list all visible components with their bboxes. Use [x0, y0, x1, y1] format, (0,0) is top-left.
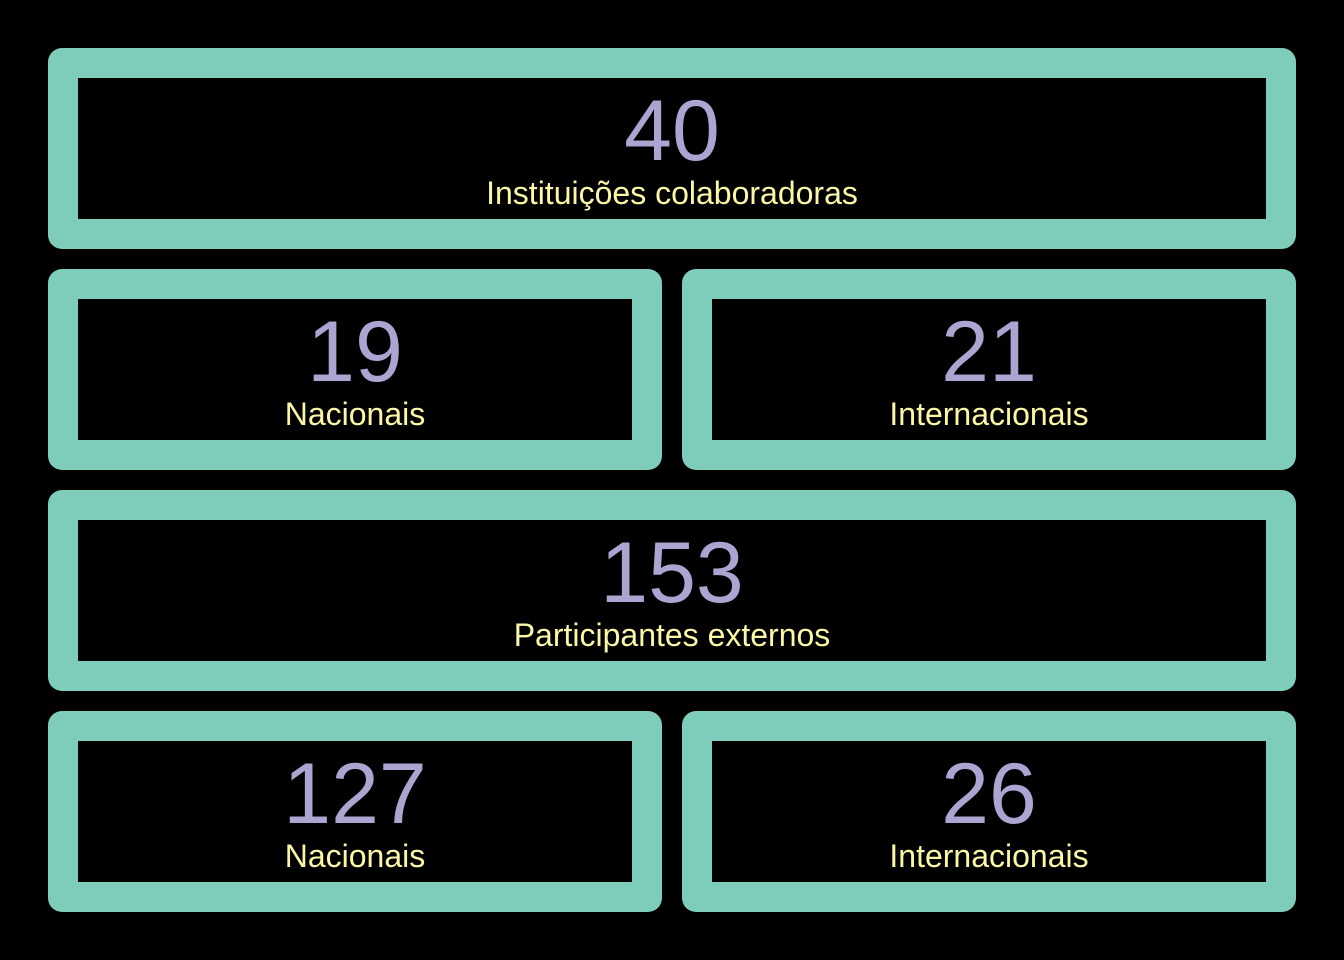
- participants-total-card: 153 Participantes externos: [48, 490, 1296, 691]
- participants-national-value: 127: [283, 746, 427, 842]
- institutions-national-value: 19: [307, 304, 403, 400]
- institutions-international-label: Internacionais: [889, 396, 1089, 432]
- institutions-national-label: Nacionais: [284, 396, 426, 432]
- institutions-international-card: 21 Internacionais: [682, 269, 1296, 470]
- participants-total-value: 153: [600, 525, 744, 621]
- institutions-total-value: 40: [624, 83, 720, 179]
- participants-international-label: Internacionais: [889, 838, 1089, 874]
- institutions-national-card: 19 Nacionais: [48, 269, 662, 470]
- participants-national-label: Nacionais: [284, 838, 426, 874]
- institutions-international-value: 21: [941, 304, 1037, 400]
- institutions-total-label: Instituições colaboradoras: [486, 175, 858, 211]
- participants-national-card: 127 Nacionais: [48, 711, 662, 912]
- participants-total-label: Participantes externos: [513, 617, 831, 653]
- institutions-total-card: 40 Instituições colaboradoras: [48, 48, 1296, 249]
- participants-international-value: 26: [941, 746, 1037, 842]
- participants-international-card: 26 Internacionais: [682, 711, 1296, 912]
